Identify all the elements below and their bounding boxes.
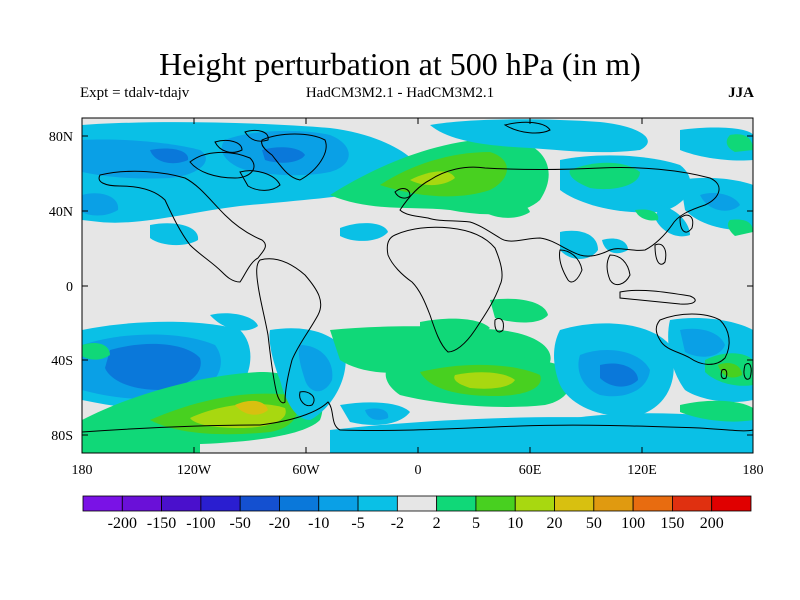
coastlines (82, 121, 753, 433)
lat-label-0: 0 (66, 280, 73, 295)
colorbar-label: -50 (230, 515, 251, 532)
colorbar-swatch (672, 495, 713, 512)
colorbar-label: -2 (391, 515, 404, 532)
colorbar-labels: -200 -150 -100 -50 -20 -10 -5 -2 2 5 10 20 50 100 150 2… (108, 515, 724, 532)
colorbar-label: -20 (269, 515, 290, 532)
colorbar-swatch (593, 495, 634, 512)
colorbar-label: -100 (186, 515, 215, 532)
colorbar-label: 10 (507, 515, 523, 532)
colorbar-swatch (632, 495, 673, 512)
map-ticks (81, 118, 754, 453)
colorbar-swatch (161, 495, 202, 512)
lat-label-40n: 40N (49, 205, 73, 220)
lon-label-120e: 120E (627, 463, 657, 478)
colorbar-label: 2 (433, 515, 441, 532)
colorbar-swatch (711, 495, 752, 512)
colorbar-label: 100 (621, 515, 645, 532)
model-label: HadCM3M2.1 - HadCM3M2.1 (305, 85, 495, 101)
map-panel (82, 118, 753, 453)
colorbar-label: -5 (351, 515, 364, 532)
lon-labels: 180 120W 60W 0 60E 120E 180 (72, 463, 764, 478)
colorbar-label: -150 (147, 515, 176, 532)
colorbar-label: -200 (108, 515, 137, 532)
lon-label-180w: 180 (72, 463, 93, 478)
colorbar-label: 200 (700, 515, 724, 532)
colorbar-swatch (396, 495, 438, 512)
colorbar (82, 495, 752, 512)
colorbar-swatch (357, 495, 398, 512)
colorbar-swatch (82, 495, 123, 512)
lon-label-60e: 60E (519, 463, 542, 478)
colorbar-swatch (121, 495, 162, 512)
lat-labels: 80N 40N 0 40S 80S (49, 130, 73, 444)
page-title: Height perturbation at 500 hPa (in m) (159, 46, 641, 82)
lat-label-40s: 40S (51, 354, 73, 369)
lat-label-80s: 80S (51, 429, 73, 444)
colorbar-label: 20 (547, 515, 563, 532)
season-label: JJA (728, 85, 754, 101)
colorbar-label: 150 (660, 515, 684, 532)
colorbar-swatch (436, 495, 477, 512)
colorbar-swatch (475, 495, 516, 512)
colorbar-swatch (239, 495, 280, 512)
colorbar-label: 5 (472, 515, 480, 532)
colorbar-label: 50 (586, 515, 602, 532)
experiment-label: Expt = tdalv-tdajv (80, 85, 190, 101)
lon-label-180e: 180 (743, 463, 764, 478)
colorbar-swatch (200, 495, 241, 512)
colorbar-swatch (279, 495, 320, 512)
lon-label-120w: 120W (177, 463, 212, 478)
lat-label-80n: 80N (49, 130, 73, 145)
colorbar-swatch (554, 495, 595, 512)
colorbar-label: -10 (308, 515, 329, 532)
colorbar-swatch (318, 495, 359, 512)
lon-label-0: 0 (415, 463, 422, 478)
colorbar-swatch (514, 495, 555, 512)
lon-label-60w: 60W (292, 463, 320, 478)
